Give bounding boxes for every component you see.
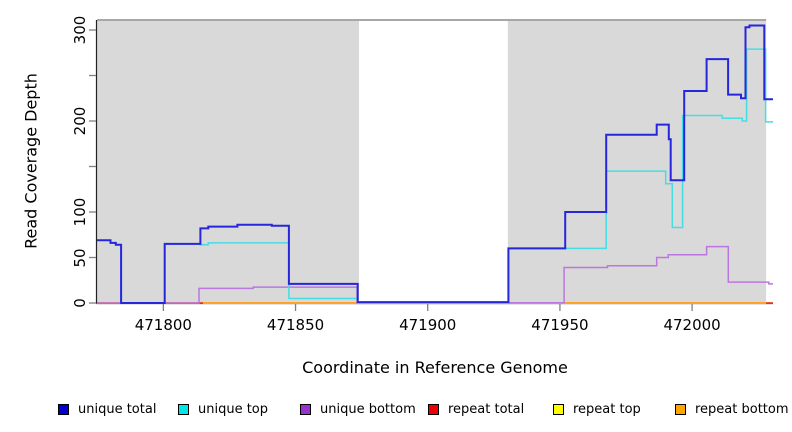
- y-axis-title: Read Coverage Depth: [21, 73, 41, 249]
- y-tick-label: 200: [71, 106, 89, 136]
- x-tick-label: 471900: [399, 316, 457, 334]
- y-tick-label: 50: [71, 247, 89, 268]
- x-tick-label: 471850: [266, 316, 325, 334]
- x-tick-label: 471950: [531, 316, 589, 334]
- y-tick-label: 300: [71, 15, 89, 45]
- series-unique-total: [97, 24, 773, 304]
- y-tick-label: 100: [71, 197, 89, 227]
- shaded-region: [507, 21, 767, 303]
- x-tick-label: 472000: [663, 316, 721, 334]
- x-tick-label: 471800: [134, 316, 192, 334]
- shaded-region: [97, 21, 359, 303]
- series-unique-bottom: [97, 245, 773, 304]
- y-tick-label: 0: [71, 298, 89, 308]
- x-axis-title: Coordinate in Reference Genome: [302, 358, 568, 377]
